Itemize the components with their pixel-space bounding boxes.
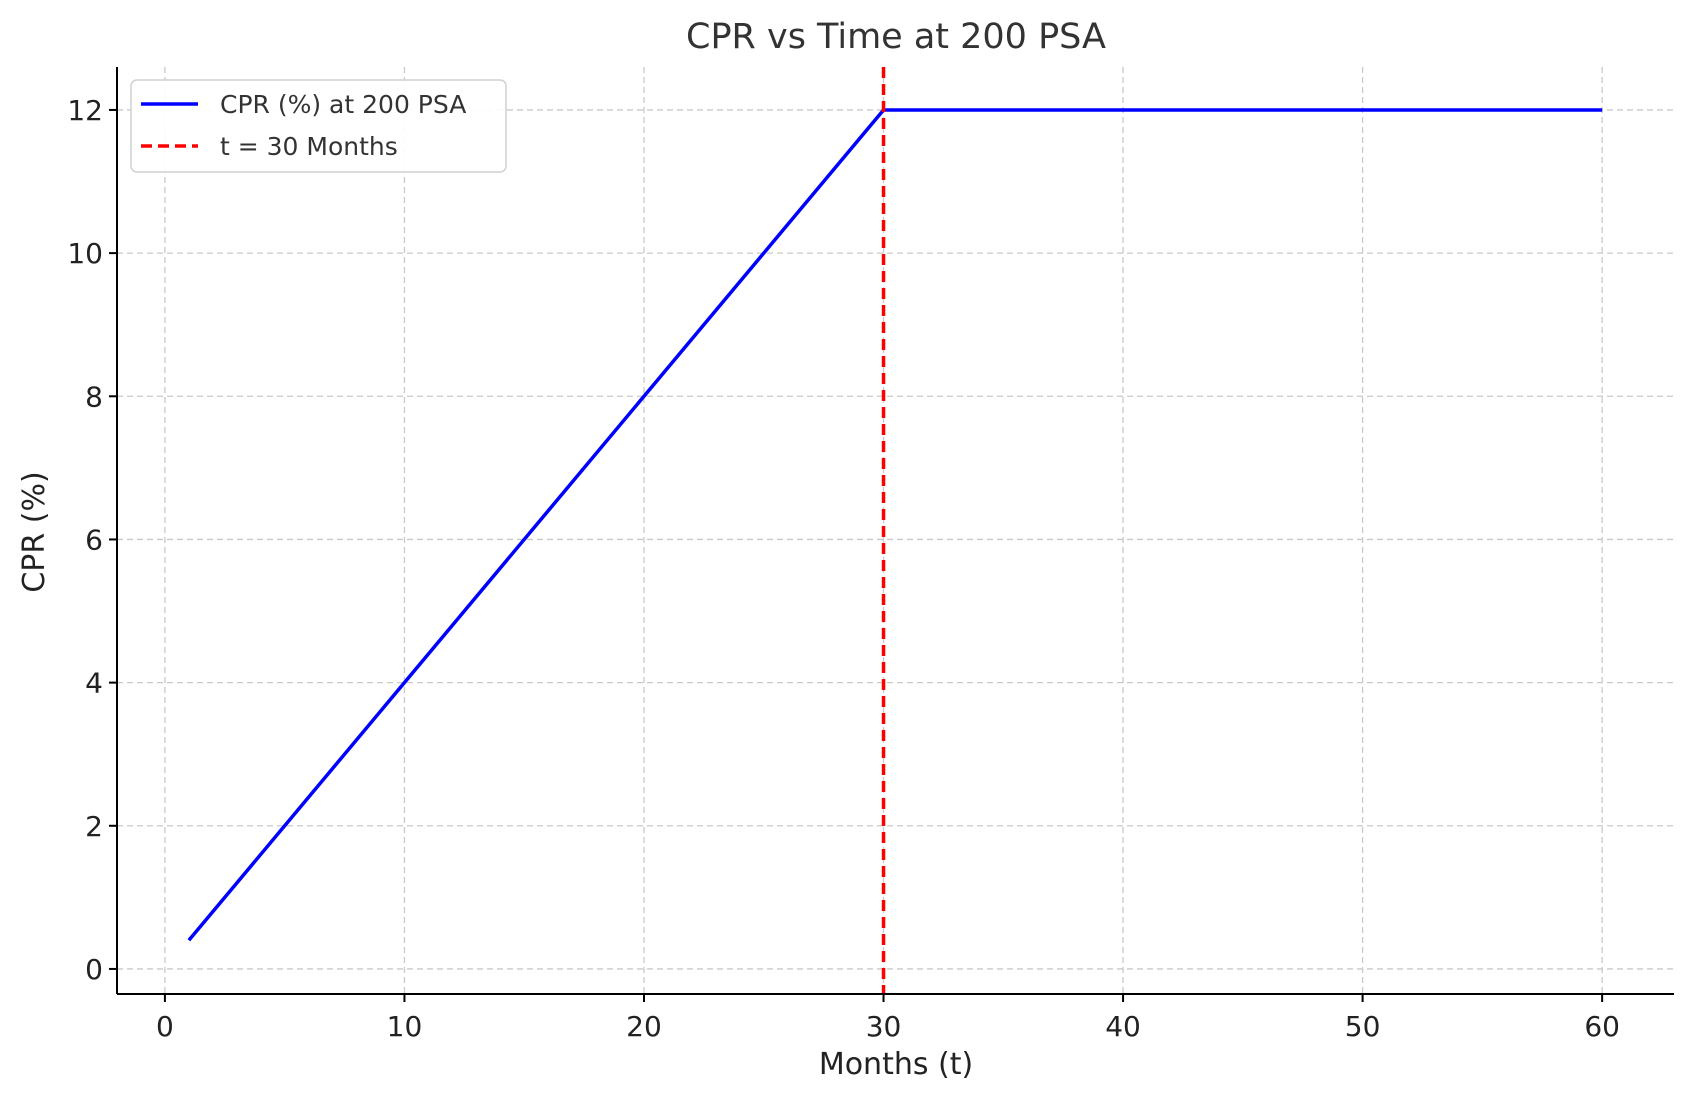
x-tick-label-0: 0 xyxy=(156,1010,174,1043)
grid xyxy=(117,67,1674,994)
legend-label-cpr: CPR (%) at 200 PSA xyxy=(220,90,466,119)
y-tick-label-8: 8 xyxy=(85,380,103,413)
y-axis-ticks: 0 2 4 6 8 10 12 xyxy=(67,94,117,986)
legend: CPR (%) at 200 PSA t = 30 Months xyxy=(130,79,507,173)
plot-area xyxy=(187,67,1603,994)
chart-title: CPR vs Time at 200 PSA xyxy=(686,17,1106,57)
x-tick-label-40: 40 xyxy=(1105,1010,1141,1043)
legend-box xyxy=(130,79,507,173)
y-tick-label-0: 0 xyxy=(85,953,103,986)
x-tick-label-20: 20 xyxy=(626,1010,662,1043)
y-tick-label-6: 6 xyxy=(85,523,103,556)
x-tick-label-10: 10 xyxy=(387,1010,423,1043)
series-line-0 xyxy=(187,108,1603,942)
y-tick-label-2: 2 xyxy=(85,810,103,843)
legend-label-t30: t = 30 Months xyxy=(220,132,398,161)
y-tick-label-12: 12 xyxy=(67,94,103,127)
x-axis-label: Months (t) xyxy=(819,1047,973,1082)
y-axis-label: CPR (%) xyxy=(17,471,52,592)
axes xyxy=(116,67,1674,995)
y-tick-label-10: 10 xyxy=(67,237,103,270)
x-tick-label-50: 50 xyxy=(1345,1010,1381,1043)
x-axis-ticks: 0 10 20 30 40 50 60 xyxy=(156,994,1620,1043)
x-tick-label-60: 60 xyxy=(1584,1010,1620,1043)
x-tick-label-30: 30 xyxy=(866,1010,902,1043)
y-tick-label-4: 4 xyxy=(85,667,103,700)
